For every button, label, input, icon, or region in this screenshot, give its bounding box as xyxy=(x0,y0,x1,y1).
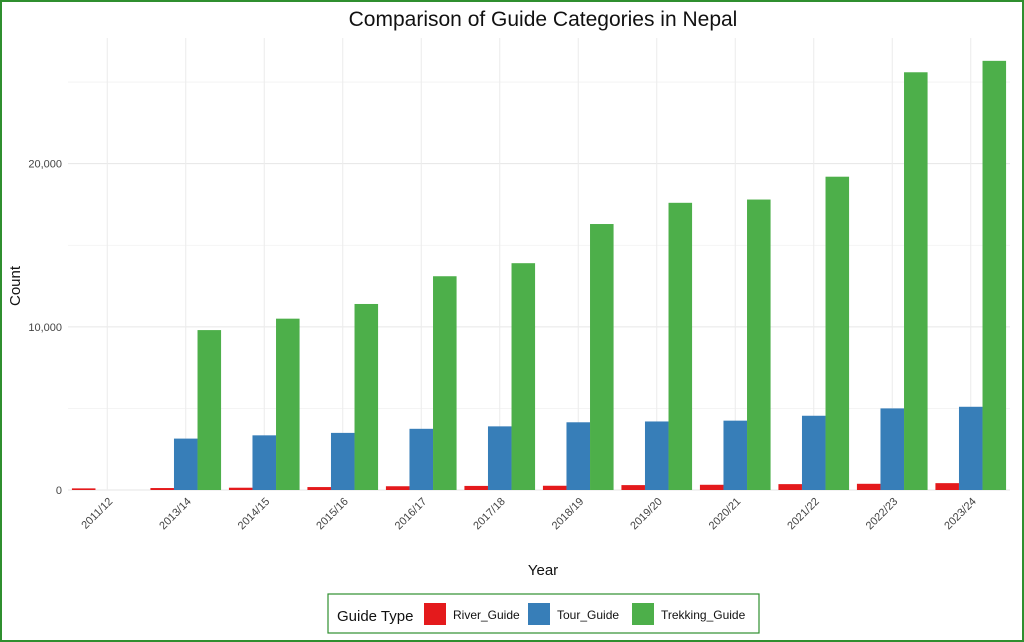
bar-tour-guide xyxy=(801,415,826,490)
y-axis-title: Count xyxy=(7,265,24,306)
x-tick-label: 2018/19 xyxy=(550,496,587,533)
bar-tour-guide xyxy=(330,432,355,490)
bar-river-guide xyxy=(385,486,410,490)
x-tick-label: 2011/12 xyxy=(79,496,115,532)
legend-label: River_Guide xyxy=(453,608,520,622)
bar-trekking-guide xyxy=(982,60,1007,491)
bar-tour-guide xyxy=(487,426,512,490)
bar-tour-guide xyxy=(723,420,748,490)
legend-key-river-guide xyxy=(424,603,446,625)
bar-river-guide xyxy=(464,485,488,490)
bar-trekking-guide xyxy=(825,176,850,490)
legend-label: Trekking_Guide xyxy=(661,608,746,622)
legend: Guide Type River_Guide Tour_Guide Trekking… xyxy=(327,593,760,634)
x-axis-title: Year xyxy=(528,562,558,579)
bar-tour-guide xyxy=(252,435,277,490)
bar-river-guide xyxy=(856,483,881,490)
bar-trekking-guide xyxy=(668,202,693,491)
x-tick-label: 2016/17 xyxy=(393,496,430,533)
x-axis-ticks: 2011/12 2013/14 2014/15 2015/16 2016/17 2017/… xyxy=(79,496,979,533)
legend-key-tour-guide xyxy=(528,603,550,625)
bar-tour-guide xyxy=(644,421,669,490)
bar-tour-guide xyxy=(958,406,983,490)
bar-trekking-guide xyxy=(354,303,379,490)
x-tick-label: 2013/14 xyxy=(157,496,194,533)
legend-title: Guide Type xyxy=(337,608,413,625)
x-tick-label: 2017/18 xyxy=(471,496,508,533)
bar-river-guide xyxy=(699,484,724,490)
x-tick-label: 2020/21 xyxy=(707,496,744,533)
x-tick-label: 2019/20 xyxy=(628,496,665,533)
bar-trekking-guide xyxy=(433,276,457,490)
bar-trekking-guide xyxy=(747,199,771,491)
bar-river-guide xyxy=(307,487,331,490)
bar-tour-guide xyxy=(173,438,198,490)
x-tick-label: 2023/24 xyxy=(942,496,979,533)
bar-river-guide xyxy=(71,488,96,490)
y-axis-ticks: 0 10,000 20,000 xyxy=(28,159,62,497)
bar-trekking-guide xyxy=(197,330,222,490)
bar-river-guide xyxy=(621,485,645,490)
bar-river-guide xyxy=(150,488,174,490)
x-tick-label: 2014/15 xyxy=(236,496,273,533)
legend-label: Tour_Guide xyxy=(557,608,619,622)
x-tick-label: 2022/23 xyxy=(864,496,901,533)
bar-river-guide xyxy=(778,484,802,490)
bar-trekking-guide xyxy=(590,224,614,490)
y-tick-label: 0 xyxy=(56,485,62,497)
y-tick-label: 10,000 xyxy=(28,322,62,334)
bar-tour-guide xyxy=(409,428,434,490)
bar-trekking-guide xyxy=(276,318,300,490)
bar-tour-guide xyxy=(566,422,591,490)
bar-trekking-guide xyxy=(904,72,928,490)
bar-tour-guide xyxy=(880,408,905,490)
bars xyxy=(71,60,1007,491)
y-tick-label: 20,000 xyxy=(28,159,62,171)
bar-trekking-guide xyxy=(511,263,536,490)
bar-river-guide xyxy=(935,483,959,490)
x-tick-label: 2015/16 xyxy=(314,496,351,533)
x-tick-label: 2021/22 xyxy=(785,496,822,533)
grid-lines xyxy=(68,38,1010,491)
chart-title: Comparison of Guide Categories in Nepal xyxy=(349,8,738,31)
bar-river-guide xyxy=(228,487,253,490)
legend-key-trekking-guide xyxy=(632,603,654,625)
bar-river-guide xyxy=(542,485,567,490)
